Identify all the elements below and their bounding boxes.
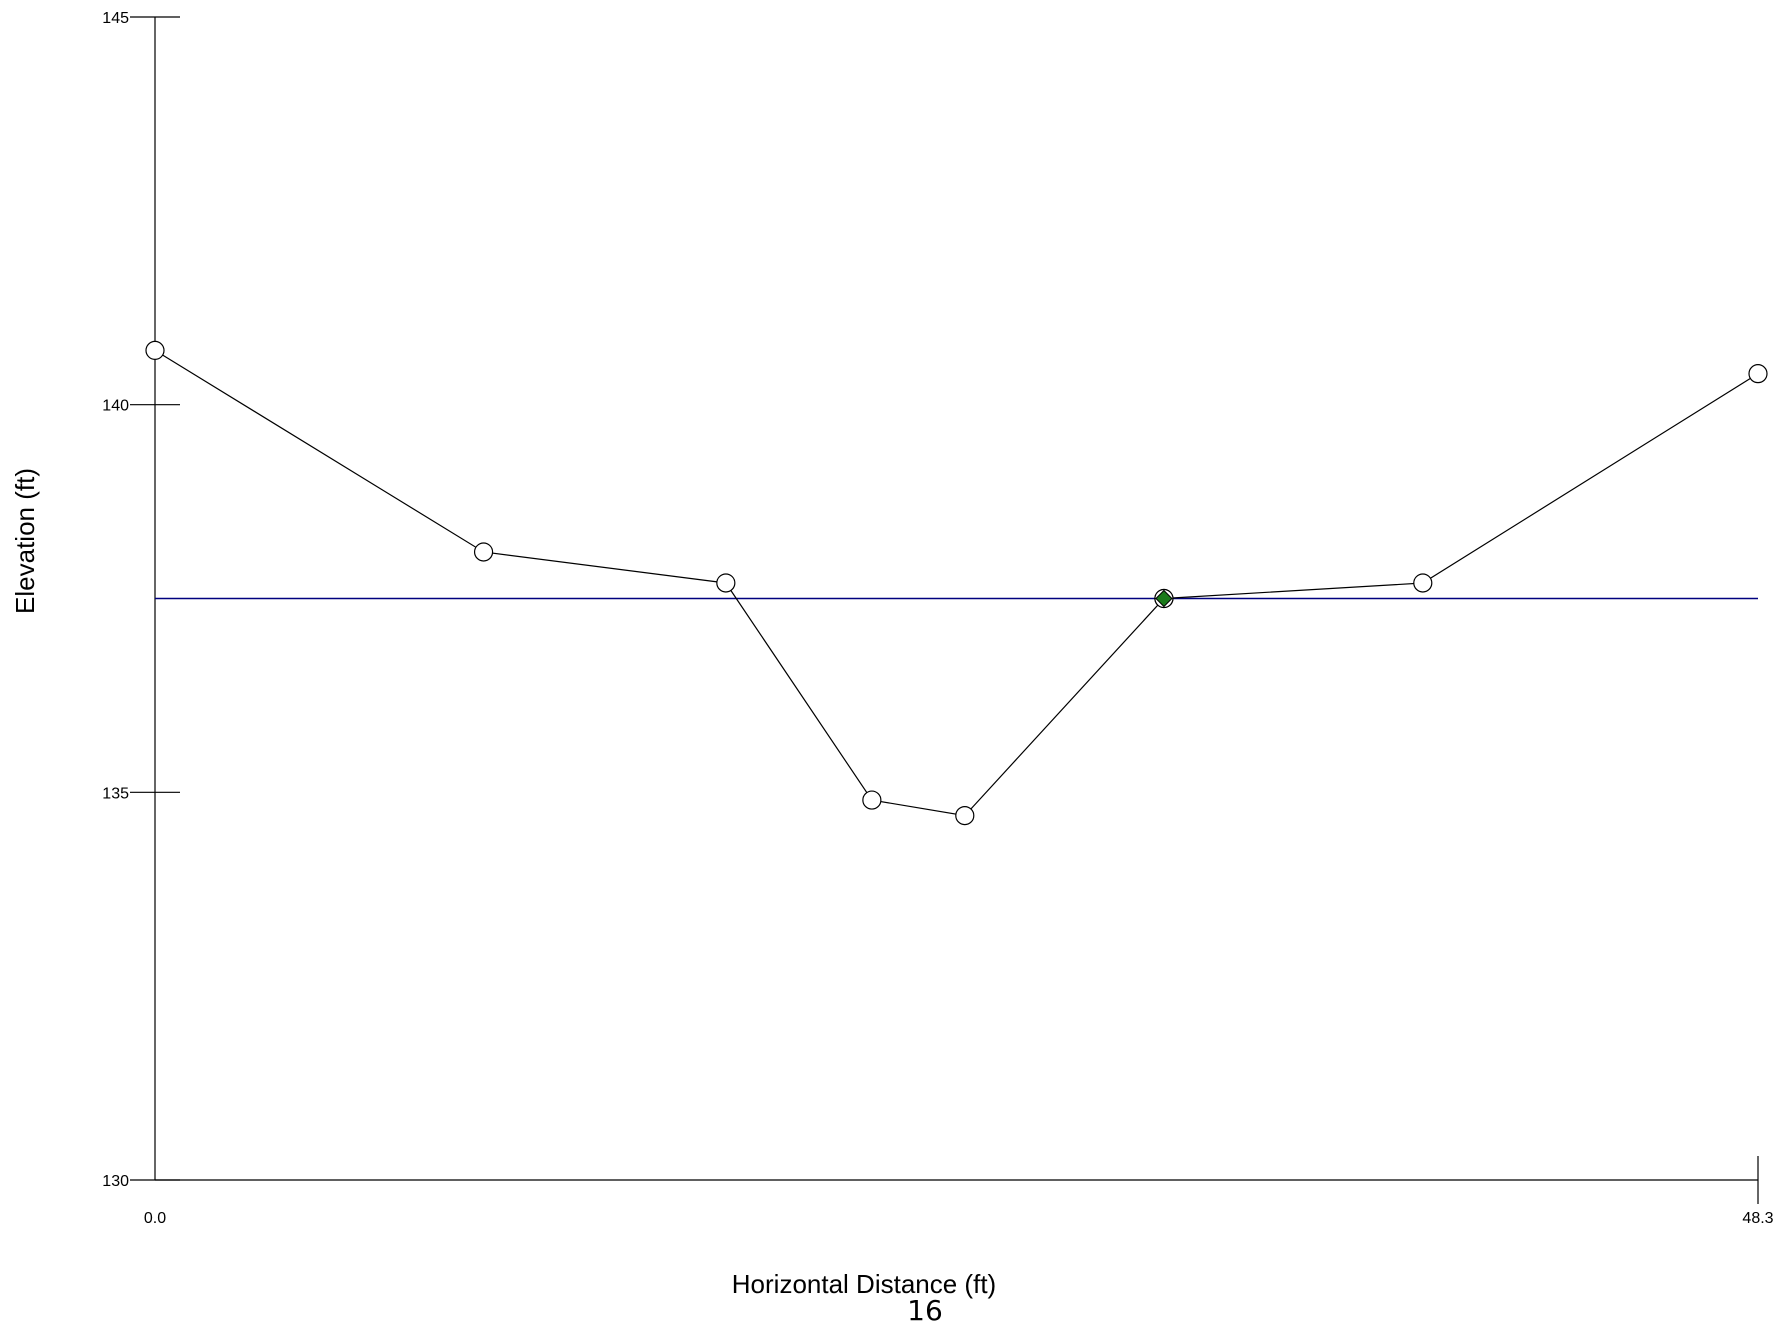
ground-point-marker <box>862 790 882 810</box>
y-tick-label: 135 <box>102 785 129 802</box>
axes <box>154 17 1759 1204</box>
ground-point-marker <box>473 542 494 562</box>
ground-point-marker <box>1413 573 1433 593</box>
x-axis-title: Horizontal Distance (ft) <box>732 1269 996 1299</box>
y-axis-title: Elevation (ft) <box>10 468 40 614</box>
page-number: 16 <box>907 1294 943 1323</box>
x-tick-label: 48.3 <box>1742 1210 1773 1227</box>
y-ticks: 130 135 140 145 <box>102 10 180 1190</box>
y-tick-label: 145 <box>102 10 129 27</box>
water-edge-point <box>1154 588 1174 609</box>
ground-points <box>145 340 1768 826</box>
ground-point-marker <box>955 805 975 826</box>
ground-point-marker <box>716 573 736 593</box>
ground-point-marker <box>1748 364 1768 384</box>
y-tick-label: 140 <box>102 398 129 415</box>
ground-profile-line <box>154 349 1759 817</box>
x-tick-label: 0.0 <box>144 1210 166 1227</box>
water-edge-diamond <box>1155 589 1173 608</box>
ground-point-marker <box>145 340 165 360</box>
x-ticks: 0.0 48.3 <box>144 1210 1774 1227</box>
y-tick-label: 130 <box>102 1173 129 1190</box>
